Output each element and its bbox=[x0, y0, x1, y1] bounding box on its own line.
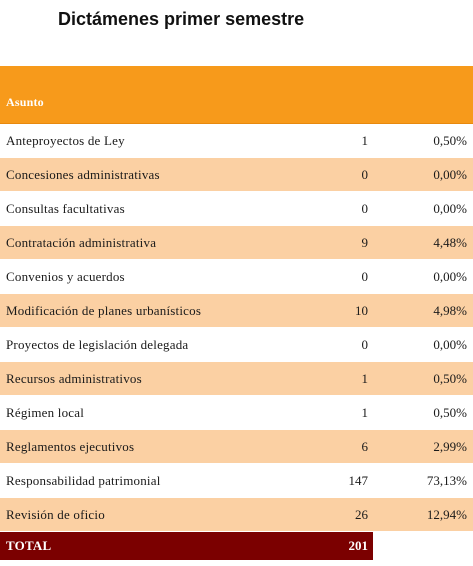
table-row: Modificación de planes urbanísticos 10 4… bbox=[0, 294, 473, 328]
row-percentage: 0,50% bbox=[433, 404, 467, 420]
table-row: Régimen local 1 0,50% bbox=[0, 396, 473, 430]
row-count: 10 bbox=[355, 302, 368, 318]
row-percentage: 73,13% bbox=[426, 472, 467, 488]
column-header-asunto: Asunto bbox=[6, 95, 44, 109]
row-count: 9 bbox=[361, 234, 369, 250]
row-count: 0 bbox=[361, 268, 369, 284]
row-percentage: 12,94% bbox=[426, 506, 467, 522]
total-row: TOTAL 201 bbox=[0, 532, 473, 560]
table-row: Convenios y acuerdos 0 0,00% bbox=[0, 260, 473, 294]
row-percentage: 0,50% bbox=[433, 370, 467, 386]
table-row: Responsabilidad patrimonial 147 73,13% bbox=[0, 464, 473, 498]
table-row: Proyectos de legislación delegada 0 0,00… bbox=[0, 328, 473, 362]
table-row: Concesiones administrativas 0 0,00% bbox=[0, 158, 473, 192]
row-name: Modificación de planes urbanísticos bbox=[6, 302, 202, 318]
row-name: Reglamentos ejecutivos bbox=[6, 438, 135, 454]
row-name: Concesiones administrativas bbox=[6, 166, 160, 182]
row-percentage: 0,50% bbox=[433, 132, 467, 148]
table-row: Contratación administrativa 9 4,48% bbox=[0, 226, 473, 260]
row-count: 1 bbox=[361, 370, 369, 386]
dictamenes-table: Asunto Anteproyectos de Ley 1 0,50% Conc… bbox=[0, 66, 473, 560]
table-row: Consultas facultativas 0 0,00% bbox=[0, 192, 473, 226]
row-percentage: 4,98% bbox=[433, 302, 467, 318]
table-row: Recursos administrativos 1 0,50% bbox=[0, 362, 473, 396]
row-count: 147 bbox=[348, 472, 369, 488]
row-name: Recursos administrativos bbox=[6, 370, 142, 386]
row-percentage: 0,00% bbox=[433, 268, 467, 284]
table-row: Anteproyectos de Ley 1 0,50% bbox=[0, 124, 473, 158]
row-count: 1 bbox=[361, 132, 369, 148]
row-count: 0 bbox=[361, 166, 369, 182]
row-percentage: 2,99% bbox=[433, 438, 467, 454]
row-name: Anteproyectos de Ley bbox=[6, 132, 125, 148]
total-bar: TOTAL 201 bbox=[0, 532, 373, 560]
total-count: 201 bbox=[348, 538, 369, 553]
table-row: Reglamentos ejecutivos 6 2,99% bbox=[0, 430, 473, 464]
row-percentage: 0,00% bbox=[433, 336, 467, 352]
row-percentage: 0,00% bbox=[433, 166, 467, 182]
row-count: 0 bbox=[361, 200, 369, 216]
row-count: 1 bbox=[361, 404, 369, 420]
page-title: Dictámenes primer semestre bbox=[58, 9, 305, 29]
row-name: Convenios y acuerdos bbox=[6, 268, 125, 284]
row-name: Contratación administrativa bbox=[6, 234, 157, 250]
row-name: Proyectos de legislación delegada bbox=[6, 336, 189, 352]
row-percentage: 0,00% bbox=[433, 200, 467, 216]
row-count: 6 bbox=[361, 438, 369, 454]
total-label: TOTAL bbox=[6, 538, 52, 553]
row-name: Responsabilidad patrimonial bbox=[6, 472, 161, 488]
row-name: Régimen local bbox=[6, 404, 85, 420]
row-name: Consultas facultativas bbox=[6, 200, 125, 216]
table-row: Revisión de oficio 26 12,94% bbox=[0, 498, 473, 532]
row-percentage: 4,48% bbox=[433, 234, 467, 250]
row-count: 26 bbox=[355, 506, 368, 522]
table-header-row: Asunto bbox=[0, 66, 473, 124]
row-name: Revisión de oficio bbox=[6, 506, 105, 522]
row-count: 0 bbox=[361, 336, 369, 352]
